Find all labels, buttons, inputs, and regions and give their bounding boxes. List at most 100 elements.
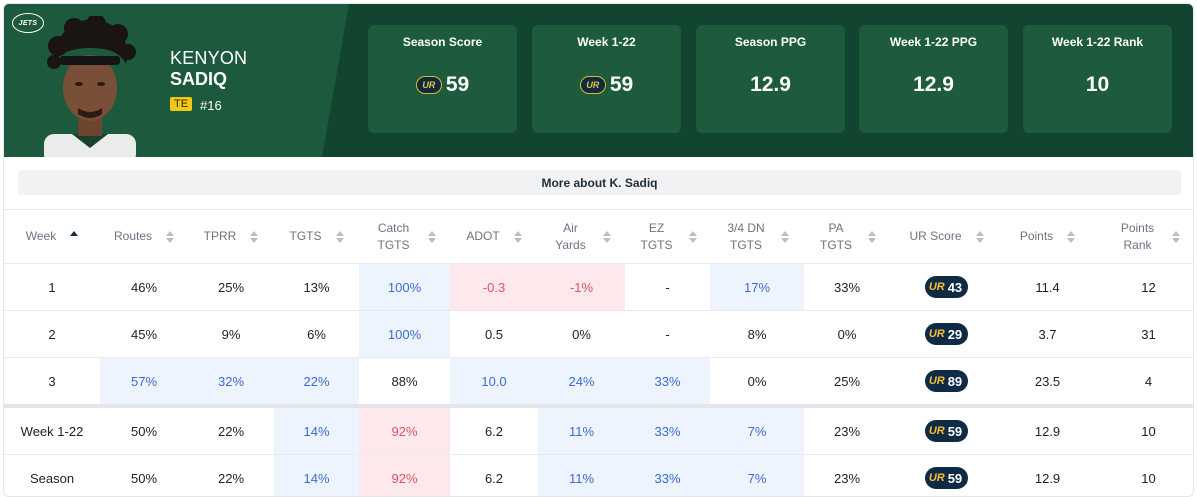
cell-routes: 46% [100,263,188,311]
ur-score-badge: UR 59 [924,467,969,489]
ur-score-badge: UR 43 [924,276,969,298]
stat-value: 12.9 [750,73,791,96]
jersey-number: #16 [200,98,222,113]
cell-week: 3 [4,357,100,406]
cell-week: Season [4,454,100,496]
player-card: JETS KENYON SADIQ TE #16 Season Score UR… [3,3,1194,497]
table-row: 3 57% 32% 22% 88% 10.0 24% 33% 0% 25% UR… [4,357,1193,406]
cell-34dn: 17% [710,263,804,311]
cell-34dn: 0% [710,357,804,406]
cell-ez: 33% [625,357,710,406]
cell-ez: - [625,263,710,311]
cell-catch: 92% [359,404,450,455]
col-header-catch-tgts[interactable]: Catch TGTS [359,210,450,264]
cell-tgts: 22% [274,357,359,406]
cell-air-yards: 24% [538,357,625,406]
cell-pa: 23% [804,454,890,496]
cell-ur-score: UR 89 [890,357,1003,406]
divider [4,209,1193,210]
sort-icon [335,230,344,243]
ur-logo-icon: UR [579,76,606,94]
table-row: 2 45% 9% 6% 100% 0.5 0% - 8% 0% UR 29 3.7… [4,310,1193,358]
table-header-row: Week Routes TPRR TGTS Catch TGTS ADOT Ai… [4,210,1193,264]
team-logo-text: JETS [18,19,38,27]
player-headshot [44,16,136,157]
cell-routes: 50% [100,404,188,455]
summary-row: Season 50% 22% 14% 92% 6.2 11% 33% 7% 23… [4,454,1193,496]
cell-adot: -0.3 [450,263,538,311]
stat-label: Week 1-22 Rank [1051,35,1144,49]
cell-week: Week 1-22 [4,404,100,455]
cell-points-rank: 12 [1092,263,1193,311]
ur-logo-icon: UR [928,425,945,437]
cell-34dn: 7% [710,404,804,455]
stat-card-week-ppg: Week 1-22 PPG 12.9 [859,25,1008,133]
stat-card-week-score: Week 1-22 UR 59 [532,25,681,133]
cell-tgts: 6% [274,310,359,358]
col-header-routes[interactable]: Routes [100,210,188,264]
cell-ez: 33% [625,454,710,496]
weekly-stats-table: Week Routes TPRR TGTS Catch TGTS ADOT Ai… [4,210,1193,496]
sort-icon [513,230,522,243]
ur-score-badge: UR 29 [924,323,969,345]
stat-value: UR 59 [532,73,681,97]
sort-icon [1067,230,1076,243]
col-header-air-yards[interactable]: Air Yards [538,210,625,264]
cell-adot: 0.5 [450,310,538,358]
cell-points: 3.7 [1003,310,1092,358]
cell-ur-score: UR 29 [890,310,1003,358]
col-header-adot[interactable]: ADOT [450,210,538,264]
cell-tgts: 13% [274,263,359,311]
cell-catch: 100% [359,310,450,358]
sort-icon [1171,230,1180,243]
cell-tprr: 22% [188,454,274,496]
cell-adot: 10.0 [450,357,538,406]
stat-label: Week 1-22 [577,35,636,49]
col-header-34-dn-tgts[interactable]: 3/4 DN TGTS [710,210,804,264]
col-header-ur-score[interactable]: UR Score [890,210,1003,264]
col-header-ez-tgts[interactable]: EZ TGTS [625,210,710,264]
stat-value: UR 59 [368,73,517,97]
summary-row: Week 1-22 50% 22% 14% 92% 6.2 11% 33% 7%… [4,404,1193,455]
cell-points: 11.4 [1003,263,1092,311]
sort-icon [781,230,789,243]
stat-card-season-ppg: Season PPG 12.9 [696,25,845,133]
team-logo: JETS [12,13,44,33]
cell-tgts: 14% [274,454,359,496]
cell-points-rank: 4 [1092,357,1193,406]
position-badge: TE [170,97,193,111]
col-header-pa-tgts[interactable]: PA TGTS [804,210,890,264]
ur-score-badge: UR 89 [924,370,969,392]
more-about-button[interactable]: More about K. Sadiq [18,170,1181,195]
cell-routes: 50% [100,454,188,496]
player-header: JETS KENYON SADIQ TE #16 Season Score UR… [4,4,1193,157]
cell-ez: 33% [625,404,710,455]
col-header-tprr[interactable]: TPRR [188,210,274,264]
cell-adot: 6.2 [450,454,538,496]
player-first-name: KENYON [170,48,248,68]
cell-air-yards: 0% [538,310,625,358]
player-last-name: SADIQ [170,69,228,89]
col-header-tgts[interactable]: TGTS [274,210,359,264]
stat-card-week-rank: Week 1-22 Rank 10 [1023,25,1172,133]
cell-week: 1 [4,263,100,311]
col-header-points[interactable]: Points [1003,210,1092,264]
cell-ur-score: UR 59 [890,454,1003,496]
cell-tgts: 14% [274,404,359,455]
sort-icon [688,230,697,243]
cell-tprr: 25% [188,263,274,311]
cell-tprr: 22% [188,404,274,455]
ur-logo-icon: UR [928,328,945,340]
col-header-points-rank[interactable]: Points Rank [1092,210,1193,264]
sort-icon [250,230,259,243]
cell-adot: 6.2 [450,404,538,455]
cell-ez: - [625,310,710,358]
ur-logo-icon: UR [415,76,442,94]
stat-label: Week 1-22 PPG [889,35,978,49]
stat-label: Season Score [402,35,483,49]
col-header-week[interactable]: Week [4,210,100,264]
player-panel [4,4,349,157]
ur-logo-icon: UR [928,472,945,484]
cell-points-rank: 31 [1092,310,1193,358]
stat-value: 10 [1085,73,1110,96]
